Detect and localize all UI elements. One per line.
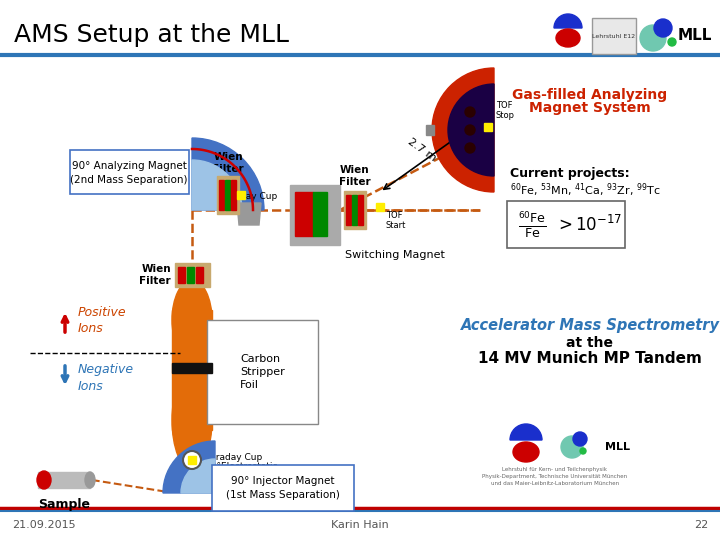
FancyBboxPatch shape [70, 150, 189, 194]
Wedge shape [192, 160, 242, 210]
Polygon shape [237, 203, 261, 225]
Text: Wien
Filter: Wien Filter [212, 152, 244, 174]
Text: 22: 22 [694, 520, 708, 530]
Text: 2.7 m: 2.7 m [406, 137, 438, 164]
Bar [346, 195, 351, 225]
Wedge shape [554, 14, 582, 28]
Circle shape [640, 25, 666, 51]
Ellipse shape [85, 472, 95, 488]
Circle shape [561, 436, 583, 458]
Wedge shape [181, 459, 215, 493]
Ellipse shape [172, 370, 212, 470]
Text: Gas-filled Analyzing: Gas-filled Analyzing [513, 88, 667, 102]
Bar [231, 180, 236, 210]
Text: Switching Magnet: Switching Magnet [345, 250, 445, 260]
FancyBboxPatch shape [506, 200, 624, 247]
Circle shape [573, 432, 587, 446]
Circle shape [580, 448, 586, 454]
Text: Carbon
Stripper
Foil: Carbon Stripper Foil [240, 354, 284, 390]
Bar [219, 180, 224, 210]
Text: 90° Analyzing Magnet
(2nd Mass Separation): 90° Analyzing Magnet (2nd Mass Separatio… [71, 161, 188, 185]
Wedge shape [163, 441, 215, 493]
Text: Positive
Ions: Positive Ions [78, 306, 127, 334]
Text: Magnet System: Magnet System [529, 101, 651, 115]
Bar [172, 363, 212, 373]
Text: Karin Hain: Karin Hain [331, 520, 389, 530]
Text: Accelerator Mass Spectrometry: Accelerator Mass Spectrometry [461, 318, 719, 333]
Text: $> 10^{-17}$: $> 10^{-17}$ [555, 215, 622, 235]
Wedge shape [510, 424, 542, 440]
Text: TOF
Stop: TOF Stop [496, 100, 515, 120]
Ellipse shape [172, 280, 212, 360]
Text: at the: at the [567, 336, 613, 350]
Bar [187, 267, 194, 283]
FancyBboxPatch shape [212, 465, 354, 511]
Bar [484, 123, 492, 131]
Circle shape [183, 451, 201, 469]
Circle shape [465, 125, 475, 135]
Text: Wien
Filter: Wien Filter [140, 264, 171, 286]
Bar [290, 185, 340, 245]
Bar [313, 192, 327, 236]
Text: MLL: MLL [678, 29, 712, 44]
Bar [178, 267, 185, 283]
Text: TOF
Start: TOF Start [386, 211, 406, 231]
Bar [295, 192, 313, 236]
Bar [175, 263, 210, 287]
Text: 90° Injector Magnet
(1st Mass Separation): 90° Injector Magnet (1st Mass Separation… [226, 476, 340, 500]
Text: Sample: Sample [38, 498, 90, 511]
Bar [237, 191, 245, 199]
Bar [217, 176, 239, 214]
Bar [352, 195, 357, 225]
Text: 14 MV Munich MP Tandem: 14 MV Munich MP Tandem [478, 351, 702, 366]
Bar [196, 267, 203, 283]
Text: Current projects:: Current projects: [510, 167, 629, 180]
Text: $^{60}$Fe, $^{53}$Mn, $^{41}$Ca, $^{93}$Zr, $^{99}$Tc: $^{60}$Fe, $^{53}$Mn, $^{41}$Ca, $^{93}$… [510, 181, 661, 199]
Wedge shape [192, 138, 264, 210]
Text: Lehrstuhl für Kern- und Teilchenphysik
Physik-Department, Technische Universität: Lehrstuhl für Kern- und Teilchenphysik P… [482, 467, 628, 486]
Text: $\frac{^{60}\mathrm{Fe}}{\mathrm{Fe}}$: $\frac{^{60}\mathrm{Fe}}{\mathrm{Fe}}$ [518, 210, 546, 241]
Bar [426, 125, 434, 135]
Bar [376, 203, 384, 211]
Bar [188, 456, 196, 464]
Bar [225, 180, 230, 210]
Circle shape [465, 107, 475, 117]
Text: AMS Setup at the MLL: AMS Setup at the MLL [14, 23, 289, 47]
Ellipse shape [37, 471, 51, 489]
Text: Wien
Filter: Wien Filter [339, 165, 371, 187]
Bar [172, 310, 212, 430]
Circle shape [465, 143, 475, 153]
Bar [358, 195, 363, 225]
Ellipse shape [556, 29, 580, 47]
Wedge shape [432, 68, 494, 192]
Bar [38, 472, 90, 488]
Text: Faraday Cup: Faraday Cup [206, 453, 262, 462]
Circle shape [654, 19, 672, 37]
Text: Negative
Ions: Negative Ions [78, 363, 134, 393]
Circle shape [668, 38, 676, 46]
Bar [592, 18, 636, 54]
Text: MLL: MLL [605, 442, 630, 452]
Text: 18°Electrostatic
Deflection: 18°Electrostatic Deflection [206, 462, 279, 482]
Text: Faraday Cup: Faraday Cup [221, 192, 277, 201]
Text: Lehrstuhl E12: Lehrstuhl E12 [593, 33, 636, 38]
Bar [344, 191, 366, 229]
Ellipse shape [513, 442, 539, 462]
Wedge shape [448, 84, 494, 176]
Text: 21.09.2015: 21.09.2015 [12, 520, 76, 530]
